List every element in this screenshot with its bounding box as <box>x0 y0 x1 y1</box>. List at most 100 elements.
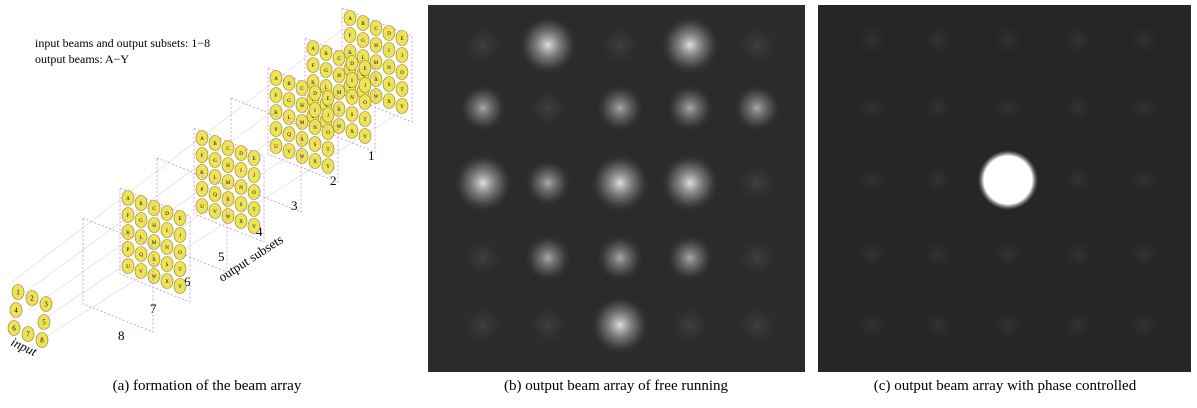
beam-letter: Y <box>326 165 330 170</box>
beam-spot <box>1128 309 1160 341</box>
beam-spot <box>596 234 644 282</box>
beam-spot <box>1128 164 1160 196</box>
beam-letter: S <box>351 113 354 118</box>
beam-letter: V <box>139 270 143 275</box>
beam-spot <box>660 15 720 75</box>
caption: (c) output beam array with phase control… <box>874 378 1137 394</box>
beam-letter: D <box>239 152 243 157</box>
beam-spot <box>461 303 505 347</box>
beam-spot <box>518 15 578 75</box>
beam-spot <box>526 303 570 347</box>
beam-letter: U <box>126 265 130 270</box>
beam-letter: S <box>314 143 317 148</box>
beam-letter: T <box>400 88 403 93</box>
caption: (a) formation of the beam array <box>113 378 302 394</box>
panel-a: input beams and output subsets: 1−8 outp… <box>8 8 412 359</box>
beam-letter: J <box>401 54 403 59</box>
caption: (b) output beam array of free running <box>504 378 729 394</box>
beam-spot <box>735 23 779 67</box>
input-number: 7 <box>26 331 30 339</box>
input-number: 1 <box>16 289 20 297</box>
beam-letter: A <box>348 17 352 22</box>
beam-spot <box>1062 164 1094 196</box>
beam-letter: X <box>350 130 354 135</box>
beam-spot <box>459 84 507 132</box>
beam-spot <box>666 84 714 132</box>
beam-spot <box>1128 92 1160 124</box>
input-number: 3 <box>44 301 48 309</box>
beam-letter: A <box>274 77 278 82</box>
beam-letter: N <box>387 66 391 71</box>
beam-letter: E <box>400 37 403 42</box>
beam-letter: Q <box>213 193 217 198</box>
input-number: 8 <box>40 337 44 345</box>
beam-letter: L <box>213 176 216 181</box>
beam-spot <box>660 153 720 213</box>
beam-letter: Q <box>287 133 291 138</box>
beam-spot <box>856 164 888 196</box>
beam-letter: F <box>312 64 315 69</box>
beam-letter: W <box>337 125 342 130</box>
beam-spot <box>668 303 712 347</box>
beam-letter: Q <box>139 253 143 258</box>
beam-letter: G <box>213 159 217 164</box>
beam-spot <box>735 161 779 205</box>
beam-letter: W <box>226 215 231 220</box>
beam-letter: N <box>239 186 243 191</box>
input-number: 4 <box>14 307 18 315</box>
beam-letter: F <box>201 154 204 159</box>
beam-spot <box>461 236 505 280</box>
beam-letter: M <box>374 61 379 66</box>
beam-spot <box>992 239 1024 271</box>
beam-letter: H <box>374 44 378 49</box>
beam-letter: L <box>139 236 142 241</box>
beam-letter: S <box>240 203 243 208</box>
beam-letter: G <box>287 99 291 104</box>
page: input beams and output subsets: 1−8 outp… <box>0 0 1197 408</box>
beam-spot <box>1128 24 1160 56</box>
input-number: 5 <box>42 319 46 327</box>
beam-letter: N <box>313 126 317 131</box>
beam-letter: A <box>200 137 204 142</box>
beam-letter: F <box>127 214 130 219</box>
beam-letter: D <box>313 92 317 97</box>
beam-letter: J <box>327 114 329 119</box>
beam-letter: O <box>326 131 330 136</box>
beam-letter: P <box>127 248 130 253</box>
beam-spot <box>1062 239 1094 271</box>
beam-spot <box>922 24 954 56</box>
beam-letter: T <box>363 118 366 123</box>
beam-spot <box>666 234 714 282</box>
subset-label: 2 <box>330 173 337 188</box>
beam-letter: W <box>152 275 157 280</box>
beam-letter: O <box>400 71 404 76</box>
beam-letter: M <box>300 121 305 126</box>
legend-line: output beams: A−Y <box>35 52 129 66</box>
beam-spot <box>856 92 888 124</box>
beam-letter: T <box>326 148 329 153</box>
beam-spot <box>992 309 1024 341</box>
beam-letter: O <box>252 191 256 196</box>
beam-spot <box>856 309 888 341</box>
beam-letter: F <box>275 94 278 99</box>
beam-letter: K <box>274 111 278 116</box>
beam-letter: J <box>253 174 255 179</box>
beam-letter: L <box>287 116 290 121</box>
beam-spot <box>992 24 1024 56</box>
beam-letter: S <box>166 263 169 268</box>
figure: input beams and output subsets: 1−8 outp… <box>0 0 1197 403</box>
beam-letter: F <box>349 34 352 39</box>
beam-letter: X <box>387 100 391 105</box>
beam-spot <box>1062 309 1094 341</box>
beam-letter: D <box>165 212 169 217</box>
beam-letter: Y <box>252 225 256 230</box>
beam-letter: M <box>337 91 342 96</box>
beam-spot <box>526 86 570 130</box>
beam-spot <box>922 309 954 341</box>
beam-letter: L <box>361 56 364 61</box>
beam-letter: K <box>126 231 130 236</box>
beam-spot <box>590 153 650 213</box>
beam-letter: D <box>350 62 354 67</box>
beam-spot <box>598 23 642 67</box>
subset-label: 5 <box>218 249 225 264</box>
